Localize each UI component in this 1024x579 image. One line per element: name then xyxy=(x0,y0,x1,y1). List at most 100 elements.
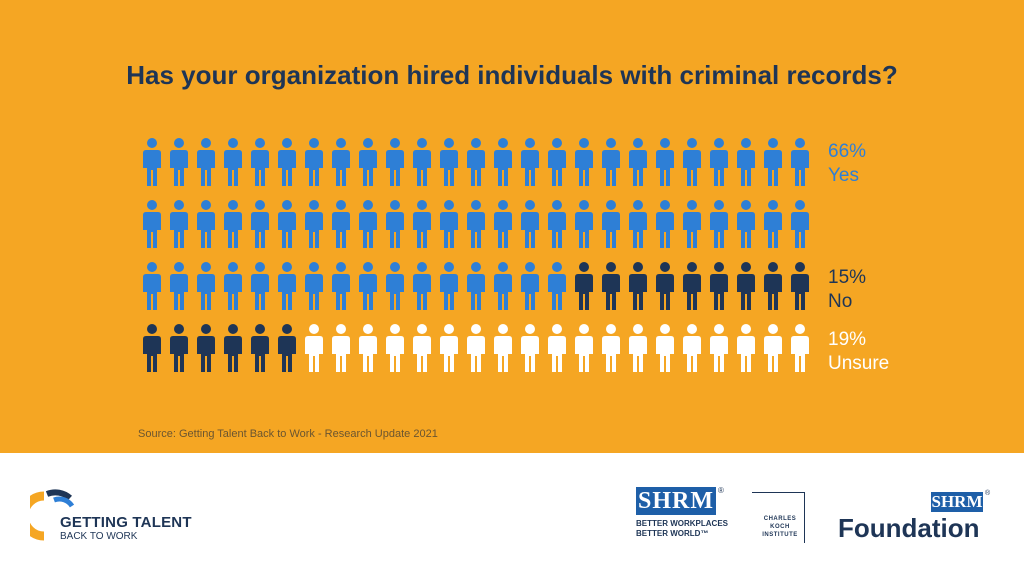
person-icon-yes xyxy=(197,200,215,248)
person-icon-no xyxy=(656,262,674,310)
person-icon-yes xyxy=(710,200,728,248)
person-icon-yes xyxy=(413,200,431,248)
person-icon-yes xyxy=(602,138,620,186)
person-icon-yes xyxy=(305,138,323,186)
pictograph-chart xyxy=(143,138,809,372)
person-icon-yes xyxy=(764,200,782,248)
person-icon-yes xyxy=(386,138,404,186)
person-icon-yes xyxy=(602,200,620,248)
person-icon-yes xyxy=(305,262,323,310)
person-icon-no xyxy=(629,262,647,310)
person-icon-yes xyxy=(143,138,161,186)
person-icon-unsure xyxy=(683,324,701,372)
charles-koch-institute-logo: CHARLES KOCH INSTITUTE xyxy=(754,515,806,539)
person-icon-yes xyxy=(197,262,215,310)
person-icon-yes xyxy=(251,138,269,186)
ck-line2: KOCH xyxy=(770,524,790,530)
shrm-registered-mark: ® xyxy=(718,486,724,495)
person-icon-yes xyxy=(278,262,296,310)
shrm-tagline: BETTER WORKPLACES BETTER WORLD™ xyxy=(636,519,736,539)
person-icon-unsure xyxy=(386,324,404,372)
shrm-tagline-line2: BETTER WORLD™ xyxy=(636,529,709,538)
person-icon-unsure xyxy=(332,324,350,372)
footer-logos xyxy=(0,453,1024,579)
person-icon-yes xyxy=(440,262,458,310)
person-icon-unsure xyxy=(440,324,458,372)
person-icon-yes xyxy=(656,200,674,248)
shrm-foundation-logo-badge: SHRM xyxy=(931,492,983,512)
person-icon-no xyxy=(764,262,782,310)
person-icon-yes xyxy=(413,138,431,186)
person-icon-yes xyxy=(467,262,485,310)
person-icon-no xyxy=(224,324,242,372)
person-icon-no xyxy=(710,262,728,310)
person-icon-yes xyxy=(575,200,593,248)
charles-koch-logo-frame xyxy=(752,492,805,543)
person-icon-yes xyxy=(170,262,188,310)
legend-yes-percent: 66% xyxy=(828,141,867,162)
person-icon-yes xyxy=(170,200,188,248)
person-icon-unsure xyxy=(602,324,620,372)
legend-no-percent: 15% xyxy=(828,267,867,288)
person-icon-yes xyxy=(332,262,350,310)
person-icon-yes xyxy=(143,262,161,310)
person-icon-yes xyxy=(548,262,566,310)
person-icon-yes xyxy=(710,138,728,186)
shrm-foundation-logo-text: Foundation xyxy=(838,513,980,543)
person-icon-yes xyxy=(683,200,701,248)
source-note: Source: Getting Talent Back to Work - Re… xyxy=(138,428,438,440)
person-icon-no xyxy=(683,262,701,310)
legend-unsure-percent: 19% xyxy=(828,329,867,350)
person-icon-yes xyxy=(143,200,161,248)
shrm-tagline-line1: BETTER WORKPLACES xyxy=(636,519,728,528)
person-icon-yes xyxy=(737,138,755,186)
person-icon-unsure xyxy=(359,324,377,372)
person-icon-yes xyxy=(359,200,377,248)
person-icon-yes xyxy=(521,200,539,248)
person-icon-yes xyxy=(737,200,755,248)
person-icon-yes xyxy=(521,138,539,186)
person-icon-yes xyxy=(386,200,404,248)
legend-unsure-label: Unsure xyxy=(828,353,890,374)
person-icon-yes xyxy=(467,200,485,248)
shrm-logo: SHRM xyxy=(636,487,716,515)
getting-talent-text: GETTING TALENT xyxy=(60,514,192,531)
person-icon-yes xyxy=(575,138,593,186)
person-icon-unsure xyxy=(629,324,647,372)
person-icon-no xyxy=(170,324,188,372)
person-icon-yes xyxy=(359,138,377,186)
person-icon-unsure xyxy=(656,324,674,372)
person-icon-yes xyxy=(548,200,566,248)
person-icon-yes xyxy=(494,138,512,186)
person-icon-unsure xyxy=(710,324,728,372)
ck-line1: CHARLES xyxy=(763,516,797,522)
person-icon-no xyxy=(197,324,215,372)
back-to-work-text: BACK TO WORK xyxy=(60,531,138,542)
person-icon-unsure xyxy=(305,324,323,372)
legend-no-label: No xyxy=(828,291,853,312)
person-icon-yes xyxy=(413,262,431,310)
person-icon-yes xyxy=(251,200,269,248)
person-icon-yes xyxy=(791,138,809,186)
person-icon-yes xyxy=(170,138,188,186)
person-icon-yes xyxy=(305,200,323,248)
person-icon-yes xyxy=(656,138,674,186)
person-icon-unsure xyxy=(548,324,566,372)
person-icon-yes xyxy=(683,138,701,186)
person-icon-yes xyxy=(359,262,377,310)
person-icon-yes xyxy=(197,138,215,186)
person-icon-yes xyxy=(386,262,404,310)
person-icon-no xyxy=(575,262,593,310)
person-icon-no xyxy=(251,324,269,372)
person-icon-yes xyxy=(224,262,242,310)
person-icon-yes xyxy=(278,138,296,186)
person-icon-yes xyxy=(332,138,350,186)
person-icon-yes xyxy=(440,200,458,248)
person-icon-yes xyxy=(224,200,242,248)
person-icon-no xyxy=(278,324,296,372)
shrm-foundation-registered-mark: ® xyxy=(985,490,991,497)
chart-title: Has your organization hired individuals … xyxy=(126,60,898,90)
person-icon-no xyxy=(791,262,809,310)
person-icon-yes xyxy=(251,262,269,310)
person-icon-unsure xyxy=(575,324,593,372)
